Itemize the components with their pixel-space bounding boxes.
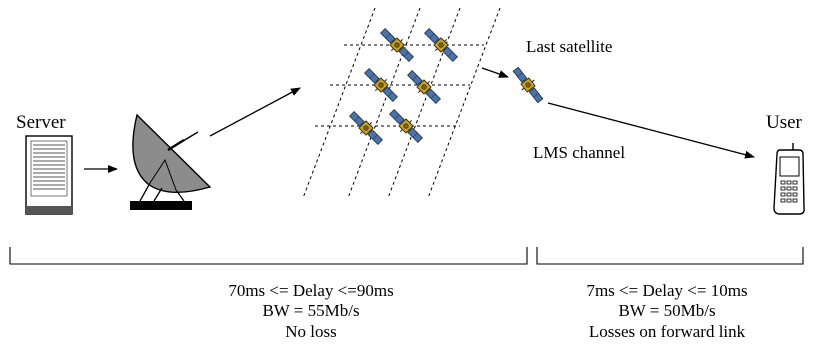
last-satellite-icon [508, 63, 548, 107]
left-segment-bracket [9, 247, 528, 265]
left-delay-text: 70ms <= Delay <=90ms [228, 281, 393, 300]
mobile-phone-icon [773, 143, 805, 215]
arrow-to-last-satellite [481, 67, 509, 78]
server-icon [25, 135, 73, 215]
right-segment-bracket [536, 247, 804, 265]
right-delay-text: 7ms <= Delay <= 10ms [586, 281, 747, 300]
satellite-constellation [302, 7, 501, 199]
user-label: User [766, 112, 803, 133]
lms-channel-label: LMS channel [533, 143, 625, 162]
left-loss-text: No loss [285, 322, 336, 341]
right-bandwidth-text: BW = 50Mb/s [618, 301, 715, 320]
arrow-dish-to-constellation [209, 87, 301, 137]
satellite-dish-icon [130, 113, 212, 210]
satellite-icon [345, 107, 387, 149]
left-bandwidth-text: BW = 55Mb/s [262, 301, 359, 320]
server-label: Server [16, 112, 66, 133]
arrow-lms-channel [547, 102, 755, 159]
last-satellite-label: Last satellite [526, 37, 612, 56]
satellite-icon [403, 66, 445, 108]
right-loss-text: Losses on forward link [589, 322, 746, 341]
